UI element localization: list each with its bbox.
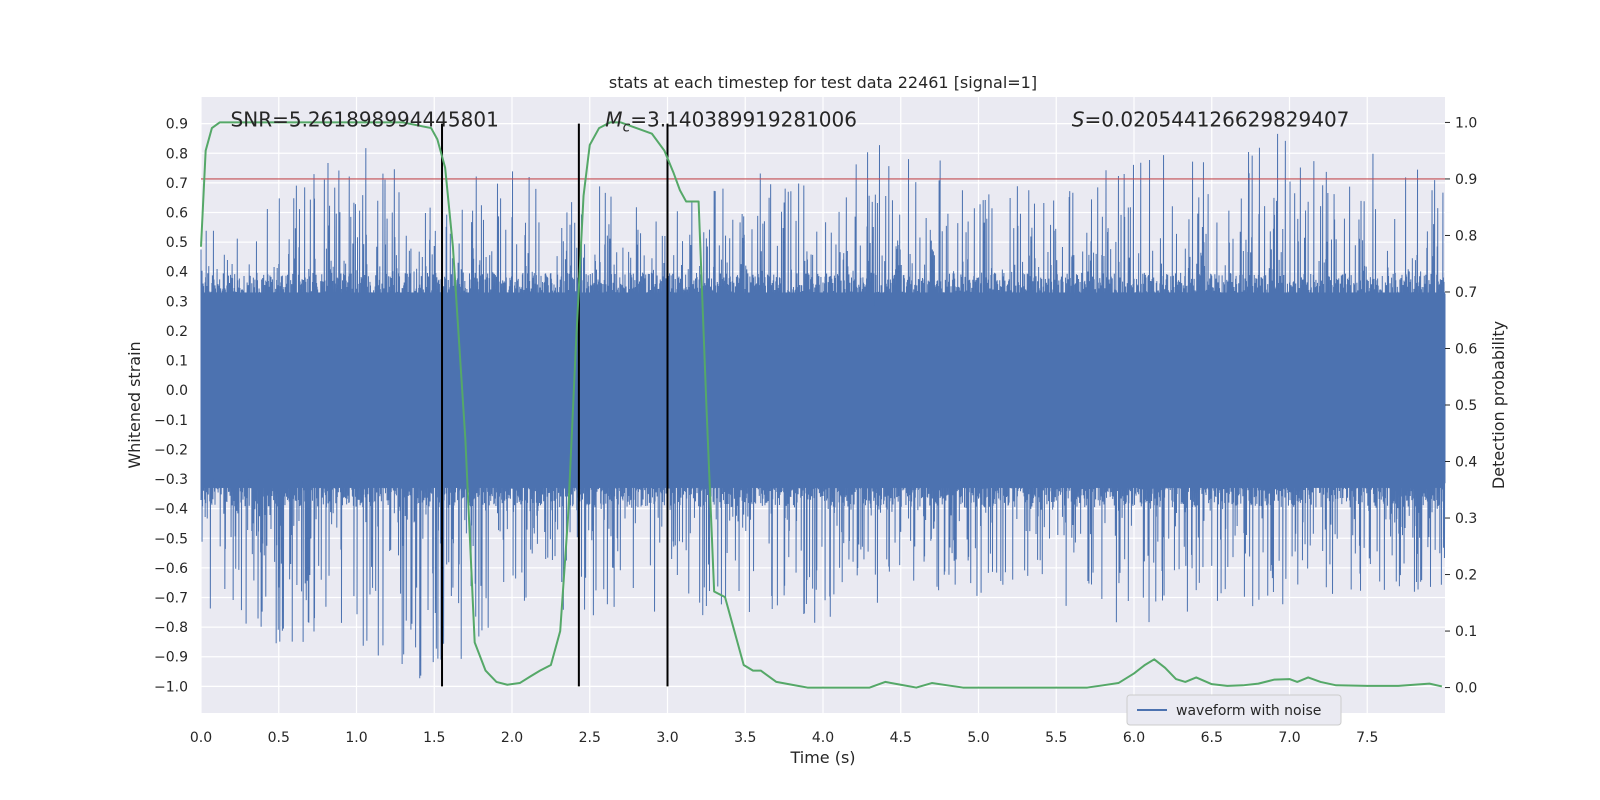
y-tick-label-1: −0.9	[154, 650, 188, 666]
y2-tick-label-1: 0.1	[1455, 624, 1477, 640]
y2-tick-label-3: 0.3	[1455, 511, 1477, 527]
x-tick-label-14: 7.0	[1278, 730, 1300, 746]
y2-tick-label-4: 0.4	[1455, 455, 1477, 471]
x-tick-label-10: 5.0	[967, 730, 989, 746]
x-tick-label-15: 7.5	[1356, 730, 1378, 746]
x-tick-label-4: 2.0	[501, 730, 523, 746]
chart-title: stats at each timestep for test data 224…	[609, 73, 1037, 92]
x-tick-label-6: 3.0	[656, 730, 678, 746]
y2-axis-label: Detection probability	[1489, 321, 1508, 489]
snr-annotation-prefix: SNR=	[231, 108, 289, 132]
y-tick-label-2: −0.8	[154, 620, 188, 636]
y2-tick-label-7: 0.7	[1455, 285, 1477, 301]
x-tick-label-3: 1.5	[423, 730, 445, 746]
y-tick-label-4: −0.6	[154, 561, 188, 577]
spin-symbol: S	[1072, 108, 1085, 132]
chirp-mass-annotation: Mc=3.140389919281006	[605, 108, 857, 136]
x-tick-label-12: 6.0	[1123, 730, 1145, 746]
legend: waveform with noise	[1126, 694, 1342, 726]
waveform-noise-line	[200, 133, 1446, 679]
legend-box	[1126, 694, 1342, 726]
probability-layer	[200, 121, 1443, 689]
chirp-mass-equals: =	[630, 108, 647, 132]
y2-tick-label-0: 0.0	[1455, 681, 1477, 697]
legend-label-waveform: waveform with noise	[1176, 703, 1321, 719]
x-tick-label-0: 0.0	[190, 730, 212, 746]
y-tick-label-18: 0.8	[166, 146, 188, 162]
x-tick-label-11: 5.5	[1045, 730, 1067, 746]
x-tick-label-7: 3.5	[734, 730, 756, 746]
y-tick-label-9: −0.1	[154, 413, 188, 429]
waveform-noise-layer	[200, 133, 1446, 679]
y-tick-label-12: 0.2	[166, 324, 188, 340]
x-tick-label-9: 4.5	[890, 730, 912, 746]
y-tick-label-17: 0.7	[166, 176, 188, 192]
vertical-lines-layer	[441, 123, 669, 687]
x-tick-layer: 0.0 0.5 1.0 1.5 2.0 2.5 3.0 3.5 4.0 4.5 5.0 5.5 6.0 6…	[190, 730, 1379, 746]
y-tick-label-3: −0.7	[154, 591, 188, 607]
y2-tick-label-8: 0.8	[1455, 228, 1477, 244]
chirp-mass-symbol: M	[605, 108, 622, 132]
y-tick-label-16: 0.6	[166, 206, 188, 222]
annotation-layer: SNR=5.261898994445801 Mc=3.1403899192810…	[231, 108, 1350, 136]
y-tick-label-0: −1.0	[154, 679, 188, 695]
snr-annotation: SNR=5.261898994445801	[231, 108, 499, 132]
y-tick-label-10: 0.0	[166, 383, 188, 399]
y-tick-label-14: 0.4	[166, 265, 188, 281]
x-tick-label-5: 2.5	[579, 730, 601, 746]
chirp-mass-subscript: c	[623, 120, 631, 136]
y2-tick-label-9: 0.9	[1455, 172, 1477, 188]
y-tick-label-13: 0.3	[166, 294, 188, 310]
y-tick-label-6: −0.4	[154, 502, 188, 518]
y-tick-label-7: −0.3	[154, 472, 188, 488]
y-tick-layer: −1.0 −0.9 −0.8 −0.7 −0.6 −0.5 −0.4 −0.3 −0.2 −0.1…	[154, 117, 188, 696]
y2-tick-layer: 0.0 0.1 0.2 0.3 0.4 0.5 0.6 0.7 0.8 0.9 1.0	[1445, 115, 1477, 697]
spin-annotation: S=0.020544126629829407	[1072, 108, 1350, 132]
y-tick-label-19: 0.9	[166, 117, 188, 133]
spin-value: 0.020544126629829407	[1101, 108, 1349, 132]
spin-equals: =	[1085, 108, 1102, 132]
y2-tick-label-2: 0.2	[1455, 568, 1477, 584]
y-tick-label-5: −0.5	[154, 531, 188, 547]
y-tick-label-11: 0.1	[166, 354, 188, 370]
y2-tick-label-6: 0.6	[1455, 341, 1477, 357]
x-tick-label-8: 4.0	[812, 730, 834, 746]
chirp-mass-value: 3.140389919281006	[647, 108, 857, 132]
x-axis-label: Time (s)	[789, 748, 855, 767]
y2-tick-label-5: 0.5	[1455, 398, 1477, 414]
x-tick-label-1: 0.5	[268, 730, 290, 746]
y-axis-label: Whitened strain	[125, 341, 144, 468]
y2-tick-label-10: 1.0	[1455, 115, 1477, 131]
detection-probability-line	[200, 121, 1443, 689]
y-tick-label-8: −0.2	[154, 442, 188, 458]
snr-annotation-value: 5.261898994445801	[289, 108, 499, 132]
y-tick-label-15: 0.5	[166, 235, 188, 251]
x-tick-label-2: 1.0	[345, 730, 367, 746]
x-tick-label-13: 6.5	[1201, 730, 1223, 746]
